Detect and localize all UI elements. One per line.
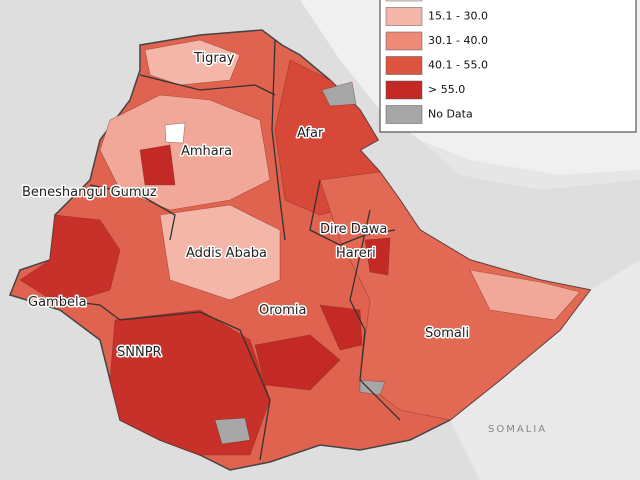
region-label: Tigray: [193, 51, 235, 66]
legend-label: > 55.0: [428, 83, 465, 96]
legend-label: 15.1 - 30.0: [428, 10, 488, 23]
legend-swatch: [385, 31, 423, 51]
legend-swatch: [385, 80, 423, 100]
somalia-land: [450, 260, 640, 480]
region-label: Dire Dawa: [320, 222, 387, 237]
region-label: Gambela: [28, 295, 87, 310]
legend-label: 30.1 - 40.0: [428, 34, 488, 47]
legend-swatch: [385, 105, 423, 124]
legend: 15.1 - 30.0 30.1 - 40.0 40.1 - 55.0 > 55.0 N…: [379, 0, 637, 133]
legend-box: [379, 0, 637, 133]
region-label: SNNPR: [117, 345, 162, 360]
region-borders: [59, 39, 401, 461]
region-label: Afar: [297, 126, 324, 141]
legend-swatch: [385, 7, 423, 26]
district-patches: [19, 39, 591, 456]
legend-label: No Data: [428, 108, 473, 121]
region-label: Beneshangul Gumuz: [22, 185, 157, 200]
coast: [420, 140, 640, 190]
region-label: Addis Ababa: [186, 246, 267, 261]
region-label: Amhara: [181, 144, 232, 159]
legend-swatch: [385, 56, 423, 75]
legend-swatch: [385, 0, 423, 2]
legend-label: 40.1 - 55.0: [428, 59, 488, 72]
region-label: Hareri: [336, 246, 376, 261]
neighbor-label: SOMALIA: [488, 424, 547, 435]
region-label: Somali: [425, 326, 469, 341]
region-label: Oromia: [259, 303, 307, 318]
